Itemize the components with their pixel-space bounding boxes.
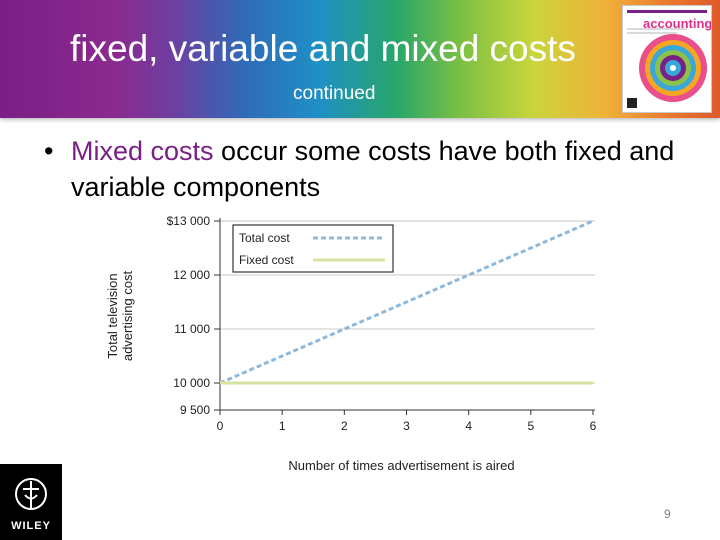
- y-tick-label: 12 000: [173, 268, 210, 282]
- x-tick-label: 2: [341, 419, 348, 433]
- book-title: accounting: [643, 16, 712, 31]
- chart-legend: Total cost Fixed cost: [232, 224, 394, 273]
- bullet-rest: occur some costs have both fixed and var…: [71, 136, 675, 202]
- bullet-marker: •: [44, 136, 54, 166]
- y-axis-label-line: advertising cost: [120, 270, 135, 361]
- chart-series: [219, 219, 594, 385]
- series-line: [219, 219, 594, 385]
- publisher-name: WILEY: [11, 520, 51, 532]
- y-axis-label: Total televisionadvertising cost: [105, 270, 135, 361]
- legend-label: Total cost: [239, 231, 290, 245]
- bullet-text: Mixed costs occur some costs have both f…: [71, 133, 691, 205]
- legend-label: Fixed cost: [239, 253, 294, 267]
- y-axis-label-line: Total television: [105, 273, 120, 358]
- title-banner: fixed, variable and mixed costs continue…: [0, 0, 720, 118]
- wiley-logo: WILEY: [0, 464, 62, 540]
- chart-axes: [214, 218, 595, 415]
- y-tick-label: 11 000: [174, 322, 210, 336]
- x-tick-label: 3: [403, 419, 410, 433]
- spiral-graphic: [627, 10, 707, 108]
- x-tick-label: 5: [527, 419, 534, 433]
- x-tick-label: 1: [279, 419, 286, 433]
- y-tick-label: $13 000: [167, 214, 211, 228]
- x-tick-label: 0: [217, 419, 224, 433]
- x-tick-label: 4: [465, 419, 472, 433]
- slide-subtitle: continued: [293, 83, 376, 104]
- bullet-highlight: Mixed costs: [71, 136, 214, 166]
- x-tick-label: 6: [590, 419, 597, 433]
- cost-chart: Total cost Fixed cost $13 000 12 000 11 000…: [90, 208, 626, 486]
- chart-labels: $13 000 12 000 11 000 10 000 9 500 0 1 2 3 4 5 6 Num…: [105, 214, 597, 473]
- wiley-emblem-icon: [15, 478, 47, 510]
- book-cover-image: accounting: [622, 5, 712, 113]
- legend-box: [232, 224, 394, 273]
- page-number: 9: [664, 507, 671, 521]
- x-axis-label: Number of times advertisement is aired: [288, 458, 514, 473]
- slide-title: fixed, variable and mixed costs: [70, 28, 576, 69]
- y-tick-label: 9 500: [180, 403, 210, 417]
- y-tick-label: 10 000: [173, 376, 210, 390]
- cost-chart-svg: Total cost Fixed cost $13 000 12 000 11 000…: [105, 214, 597, 473]
